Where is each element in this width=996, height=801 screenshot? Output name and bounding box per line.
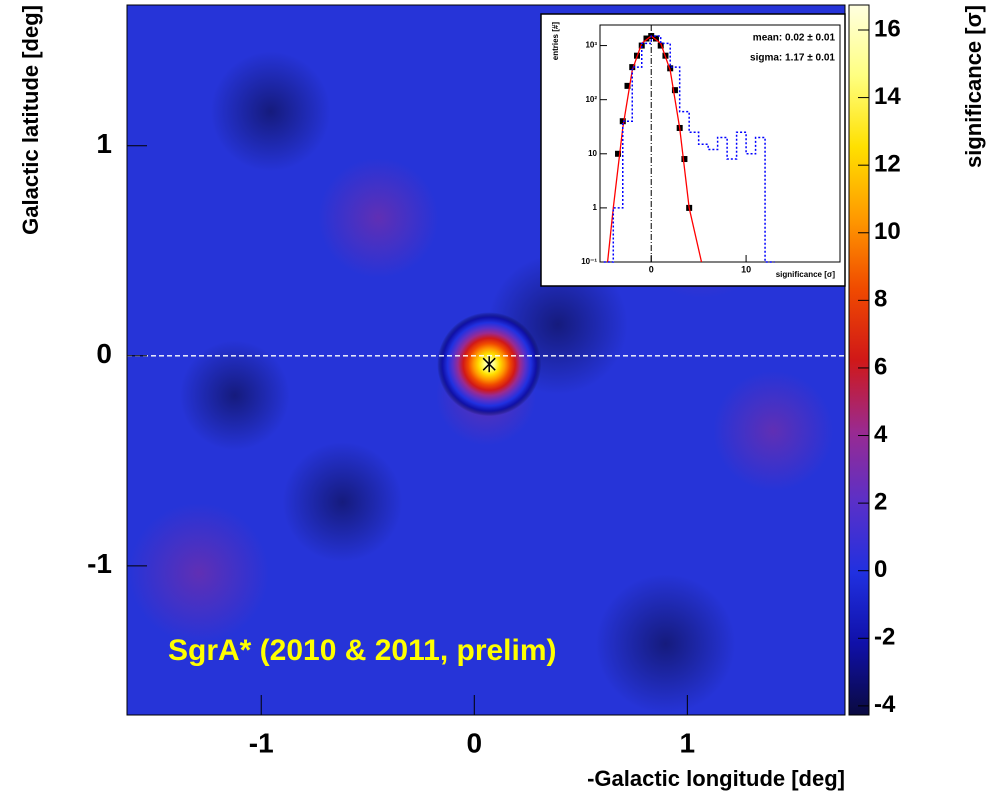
z-tick-label: 6: [874, 353, 887, 380]
y-tick-label: 1: [96, 128, 112, 159]
data-point: [638, 42, 645, 49]
z-tick-label: 14: [874, 83, 901, 110]
inset-frame: [540, 13, 846, 287]
texture: [128, 503, 269, 643]
z-tick-label: -4: [874, 691, 896, 718]
z-tick-label: -2: [874, 624, 895, 651]
inset-y-tick-label: 1: [593, 203, 598, 212]
step-histogram: [603, 35, 775, 263]
x-tick-label: 1: [680, 727, 696, 758]
data-point: [671, 87, 678, 94]
inset-y-tick-label: 10³: [585, 41, 597, 50]
z-tick-label: 16: [874, 15, 901, 42]
y-axis-label: Galactic latitude [deg]: [18, 5, 43, 235]
data-point: [643, 35, 650, 42]
inset-y-label: entries [#]: [551, 22, 560, 61]
z-tick-label: 4: [874, 421, 888, 448]
data-point: [652, 35, 659, 42]
z-tick-label: 2: [874, 488, 887, 515]
stats-text: mean: 0.02 ± 0.01: [753, 33, 836, 44]
texture: [595, 574, 736, 714]
texture: [318, 158, 439, 278]
y-tick-label: 0: [96, 338, 112, 369]
plot-frame: [126, 4, 846, 716]
data-point: [615, 150, 622, 157]
annotation: SgrA* (2010 & 2011, prelim): [168, 634, 557, 667]
stats-text: sigma: 1.17 ± 0.01: [750, 53, 835, 64]
z-axis-label: significance [σ]: [961, 5, 986, 168]
inset-x-label: significance [σ]: [776, 270, 836, 279]
texture: [282, 442, 403, 562]
data-point: [624, 82, 631, 89]
texture: [210, 51, 331, 172]
colorbar: [848, 4, 870, 716]
data-point: [657, 42, 664, 49]
inset-y-tick-label: 10: [588, 149, 597, 158]
source-marker: [482, 356, 496, 373]
inset-y-tick-label: 10²: [585, 95, 597, 104]
x-axis-label: -Galactic longitude [deg]: [587, 766, 845, 791]
inset-x-tick-label: 10: [741, 264, 751, 274]
x-tick-label: -1: [249, 727, 274, 758]
data-point: [629, 64, 636, 71]
y-tick-label: -1: [87, 548, 112, 579]
data-point: [619, 118, 626, 125]
inset-x-tick-label: 0: [649, 264, 654, 274]
inset-y-tick-label: 10⁻¹: [581, 257, 597, 266]
z-tick-label: 8: [874, 286, 887, 313]
z-tick-label: 0: [874, 556, 887, 583]
z-tick-label: 12: [874, 151, 901, 178]
data-point: [681, 156, 688, 163]
texture: [179, 340, 290, 451]
texture: [713, 371, 834, 491]
x-tick-label: 0: [466, 727, 482, 758]
z-tick-label: 10: [874, 218, 901, 245]
inset-plot-frame: [599, 24, 841, 263]
